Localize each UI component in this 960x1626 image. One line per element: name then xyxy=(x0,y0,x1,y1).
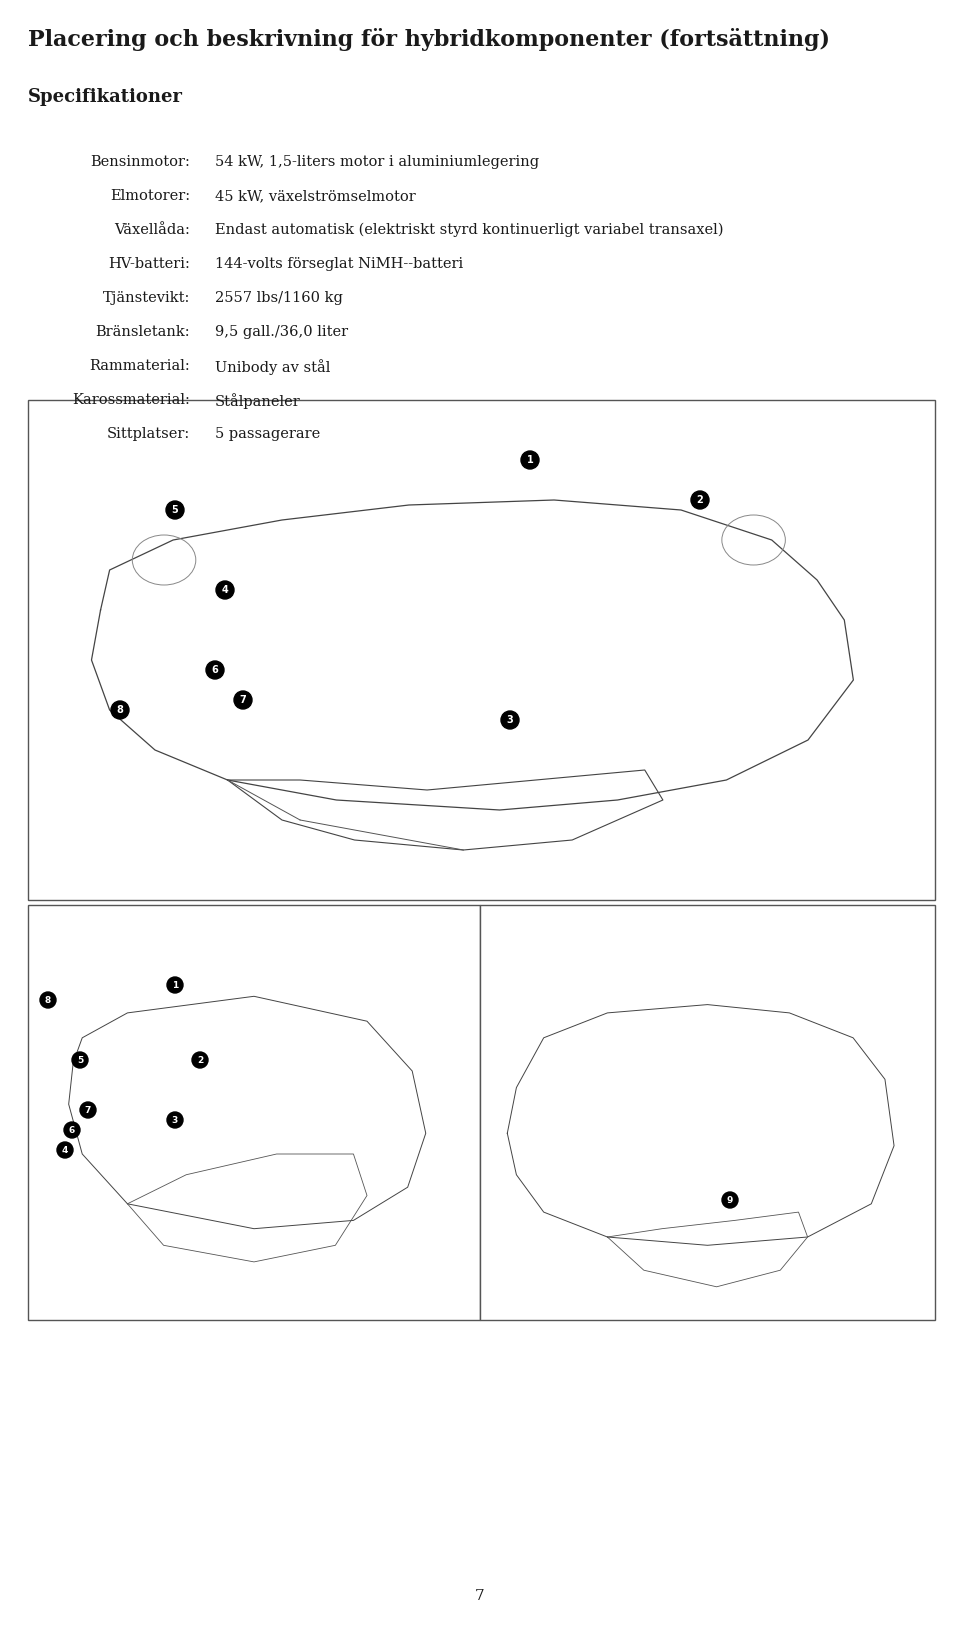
Circle shape xyxy=(501,711,519,728)
Text: 54 kW, 1,5-liters motor i aluminiumlegering: 54 kW, 1,5-liters motor i aluminiumleger… xyxy=(215,154,540,169)
Circle shape xyxy=(167,1112,183,1128)
Circle shape xyxy=(722,1192,738,1208)
Text: Växellåda:: Växellåda: xyxy=(114,223,190,237)
Text: 2: 2 xyxy=(697,494,704,506)
Text: Endast automatisk (elektriskt styrd kontinuerligt variabel transaxel): Endast automatisk (elektriskt styrd kont… xyxy=(215,223,724,237)
Circle shape xyxy=(234,691,252,709)
Text: Tjänstevikt:: Tjänstevikt: xyxy=(103,291,190,306)
Text: Sittplatser:: Sittplatser: xyxy=(107,428,190,441)
Text: 2: 2 xyxy=(197,1055,204,1065)
Text: Unibody av stål: Unibody av stål xyxy=(215,359,330,376)
Circle shape xyxy=(216,580,234,598)
Text: 9: 9 xyxy=(727,1195,733,1205)
Circle shape xyxy=(521,450,539,468)
Text: 9,5 gall./36,0 liter: 9,5 gall./36,0 liter xyxy=(215,325,348,338)
Circle shape xyxy=(167,977,183,993)
Text: Karossmaterial:: Karossmaterial: xyxy=(72,393,190,406)
Text: 8: 8 xyxy=(116,706,124,715)
Text: Elmotorer:: Elmotorer: xyxy=(109,189,190,203)
Circle shape xyxy=(80,1102,96,1119)
Text: Specifikationer: Specifikationer xyxy=(28,88,183,106)
Text: 6: 6 xyxy=(211,665,218,675)
Text: 6: 6 xyxy=(69,1125,75,1135)
Circle shape xyxy=(40,992,56,1008)
Text: 8: 8 xyxy=(45,995,51,1005)
Text: 4: 4 xyxy=(61,1145,68,1154)
Text: 5: 5 xyxy=(77,1055,84,1065)
Text: 3: 3 xyxy=(172,1115,179,1125)
Text: 7: 7 xyxy=(240,694,247,706)
Circle shape xyxy=(72,1052,88,1068)
Text: 45 kW, växelströmselmotor: 45 kW, växelströmselmotor xyxy=(215,189,416,203)
Text: Bensinmotor:: Bensinmotor: xyxy=(90,154,190,169)
Text: 2557 lbs/1160 kg: 2557 lbs/1160 kg xyxy=(215,291,343,306)
Circle shape xyxy=(111,701,129,719)
Text: 3: 3 xyxy=(507,715,514,725)
Bar xyxy=(28,400,935,901)
Circle shape xyxy=(166,501,184,519)
Text: Bränsletank:: Bränsletank: xyxy=(95,325,190,338)
Text: Rammaterial:: Rammaterial: xyxy=(89,359,190,372)
Text: 144-volts förseglat NiMH--batteri: 144-volts förseglat NiMH--batteri xyxy=(215,257,464,272)
Circle shape xyxy=(192,1052,208,1068)
Bar xyxy=(28,906,480,1320)
Text: 5 passagerare: 5 passagerare xyxy=(215,428,321,441)
Text: 4: 4 xyxy=(222,585,228,595)
Text: HV-batteri:: HV-batteri: xyxy=(108,257,190,272)
Text: 7: 7 xyxy=(475,1589,485,1603)
Text: 1: 1 xyxy=(172,980,179,990)
Circle shape xyxy=(57,1141,73,1158)
Text: 7: 7 xyxy=(84,1106,91,1114)
Circle shape xyxy=(206,662,224,680)
Text: Stålpaneler: Stålpaneler xyxy=(215,393,300,408)
Text: Placering och beskrivning för hybridkomponenter (fortsättning): Placering och beskrivning för hybridkomp… xyxy=(28,28,830,50)
Bar xyxy=(480,906,935,1320)
Text: 1: 1 xyxy=(527,455,534,465)
Text: 5: 5 xyxy=(172,506,179,515)
Circle shape xyxy=(691,491,709,509)
Circle shape xyxy=(64,1122,80,1138)
